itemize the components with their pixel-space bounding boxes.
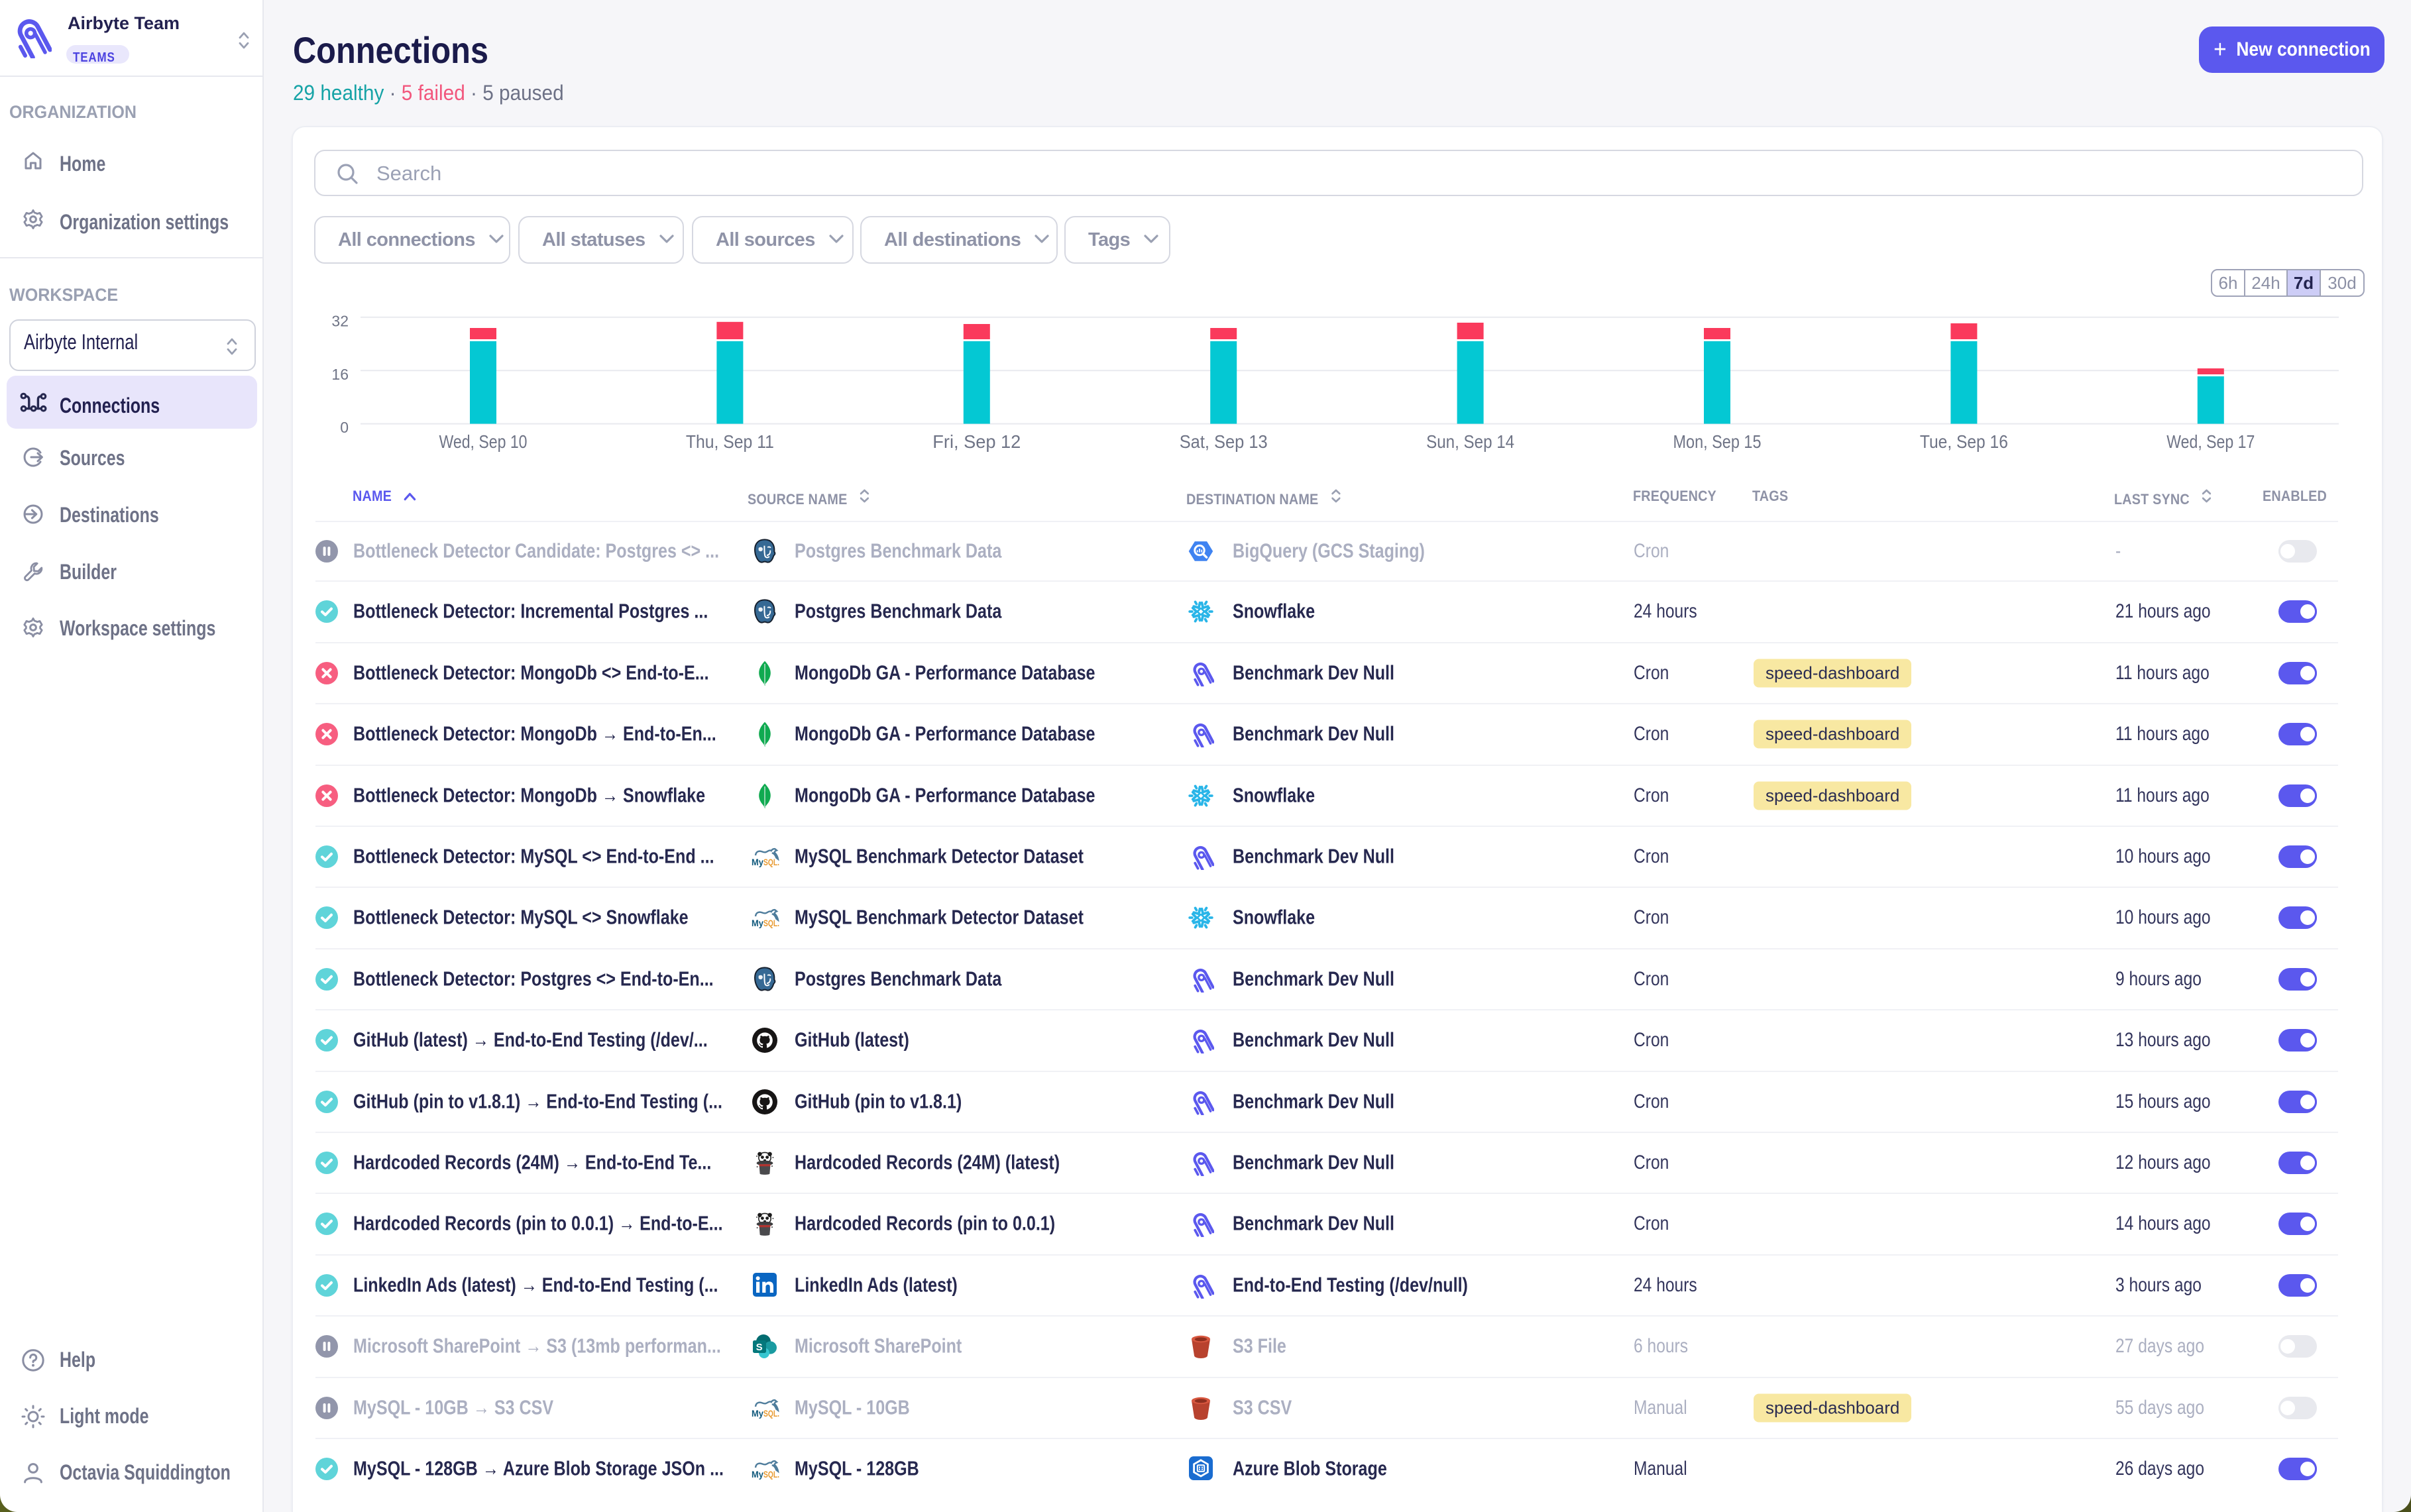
- svg-text:Mon, Sep 15: Mon, Sep 15: [1673, 431, 1762, 452]
- svg-text:Tue, Sep 16: Tue, Sep 16: [1920, 431, 2008, 452]
- svg-text:Thu, Sep 11: Thu, Sep 11: [686, 431, 774, 452]
- svg-text:SQL.: SQL.: [763, 918, 779, 928]
- svg-text:16: 16: [331, 366, 349, 383]
- svg-text:Fri, Sep 12: Fri, Sep 12: [932, 431, 1021, 452]
- svg-text:Wed, Sep 17: Wed, Sep 17: [2166, 431, 2255, 452]
- svg-text:My: My: [752, 918, 763, 928]
- svg-text:Sun, Sep 14: Sun, Sep 14: [1426, 431, 1514, 452]
- svg-text:SQL.: SQL.: [763, 1469, 779, 1480]
- svg-text:Sat, Sep 13: Sat, Sep 13: [1180, 431, 1268, 452]
- svg-text:32: 32: [331, 312, 349, 329]
- svg-text:My: My: [752, 1469, 763, 1480]
- svg-text:SQL.: SQL.: [763, 1408, 779, 1419]
- svg-text:My: My: [752, 857, 763, 867]
- svg-text:SQL.: SQL.: [763, 857, 779, 867]
- svg-text:S: S: [756, 1342, 763, 1353]
- svg-text:0: 0: [340, 419, 349, 436]
- svg-text:Wed, Sep 10: Wed, Sep 10: [439, 431, 528, 452]
- svg-text:My: My: [752, 1408, 763, 1419]
